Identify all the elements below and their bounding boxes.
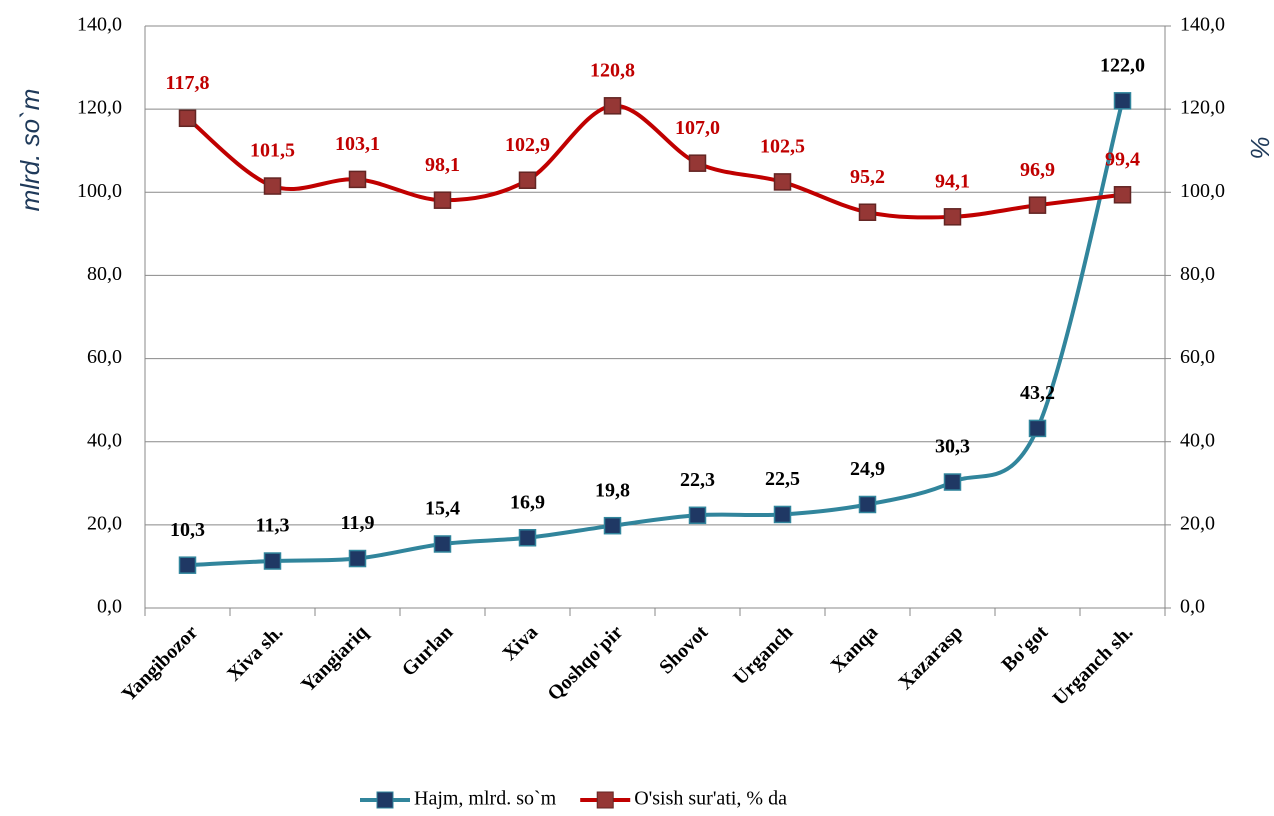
series-line xyxy=(186,103,1123,220)
y2-axis-label: % xyxy=(1245,136,1274,159)
data-label: 11,9 xyxy=(341,512,375,534)
x-tick-label: Bo'got xyxy=(997,621,1052,676)
data-label: 15,4 xyxy=(425,498,460,520)
x-tick-label: Xazarasp xyxy=(894,621,967,694)
marker xyxy=(433,535,452,553)
marker xyxy=(1028,419,1047,438)
y-tick-label: 100,0 xyxy=(77,180,122,202)
marker xyxy=(1113,92,1132,110)
data-label: 107,0 xyxy=(675,117,720,139)
y2-tick-label: 0,0 xyxy=(1180,596,1205,618)
data-label: 24,9 xyxy=(850,458,885,480)
y2-tick-label: 80,0 xyxy=(1180,263,1215,285)
data-label: 10,3 xyxy=(170,519,205,541)
marker xyxy=(433,191,452,209)
marker xyxy=(688,154,707,172)
data-label: 98,1 xyxy=(425,154,460,176)
data-label: 22,3 xyxy=(680,469,715,491)
data-label: 95,2 xyxy=(850,166,885,188)
legend-marker xyxy=(376,791,394,809)
data-label: 22,5 xyxy=(765,468,800,490)
data-label: 117,8 xyxy=(166,72,210,94)
x-tick-label: Yangiariq xyxy=(297,621,372,696)
marker xyxy=(1028,196,1047,214)
data-label: 43,2 xyxy=(1020,382,1055,404)
data-label: 122,0 xyxy=(1100,54,1145,76)
legend-label: Hajm, mlrd. so`m xyxy=(414,788,557,810)
y-tick-label: 0,0 xyxy=(97,596,122,618)
marker xyxy=(603,516,622,535)
y-tick-label: 60,0 xyxy=(87,346,122,368)
marker xyxy=(178,109,197,128)
y-axis-label: mlrd. so`m xyxy=(15,89,45,212)
marker xyxy=(1113,186,1132,204)
x-tick-label: Xiva xyxy=(498,621,542,665)
x-tick-label: Yangibozor xyxy=(118,621,203,706)
marker xyxy=(773,173,792,191)
data-label: 19,8 xyxy=(595,479,630,501)
x-tick-label: Gurlan xyxy=(398,621,458,681)
marker xyxy=(688,506,707,525)
data-label: 103,1 xyxy=(335,133,380,155)
marker xyxy=(263,552,282,570)
x-tick-label: Xanqa xyxy=(827,621,883,677)
y-tick-label: 20,0 xyxy=(87,512,122,534)
y2-tick-label: 140,0 xyxy=(1180,14,1225,36)
marker xyxy=(943,473,962,491)
data-label: 102,9 xyxy=(505,134,550,156)
y-tick-label: 40,0 xyxy=(87,429,122,451)
data-label: 94,1 xyxy=(935,170,970,192)
marker xyxy=(943,208,962,226)
marker xyxy=(178,556,197,574)
y-tick-label: 140,0 xyxy=(77,14,122,36)
x-tick-label: Qoshqo'pir xyxy=(543,621,627,705)
y-tick-label: 80,0 xyxy=(87,263,122,285)
y2-tick-label: 60,0 xyxy=(1180,346,1215,368)
legend-marker xyxy=(596,791,614,809)
marker xyxy=(603,97,622,115)
marker xyxy=(858,203,877,221)
y2-tick-label: 100,0 xyxy=(1180,180,1225,202)
y2-tick-label: 40,0 xyxy=(1180,429,1215,451)
data-label: 30,3 xyxy=(935,436,970,458)
y2-tick-label: 120,0 xyxy=(1180,97,1225,119)
x-tick-label: Xiva sh. xyxy=(223,621,287,685)
data-label: 99,4 xyxy=(1105,148,1140,170)
data-label: 101,5 xyxy=(250,140,295,162)
marker xyxy=(348,549,367,568)
data-label: 120,8 xyxy=(590,59,635,81)
x-tick-label: Urganch sh. xyxy=(1049,621,1138,710)
x-tick-label: Shovot xyxy=(655,621,712,678)
marker xyxy=(263,177,282,195)
y-tick-label: 120,0 xyxy=(77,97,122,119)
marker xyxy=(858,495,877,514)
data-label: 11,3 xyxy=(256,515,290,537)
data-label: 102,5 xyxy=(760,135,805,157)
marker xyxy=(518,528,537,547)
x-tick-label: Urganch xyxy=(729,621,797,689)
data-label: 16,9 xyxy=(510,491,545,513)
data-label: 96,9 xyxy=(1020,159,1055,181)
marker xyxy=(518,171,537,189)
series-line xyxy=(187,100,1125,568)
y2-tick-label: 20,0 xyxy=(1180,512,1215,534)
marker xyxy=(773,505,792,524)
legend-label: O'sish sur'ati, % da xyxy=(634,788,787,810)
marker xyxy=(348,170,367,189)
